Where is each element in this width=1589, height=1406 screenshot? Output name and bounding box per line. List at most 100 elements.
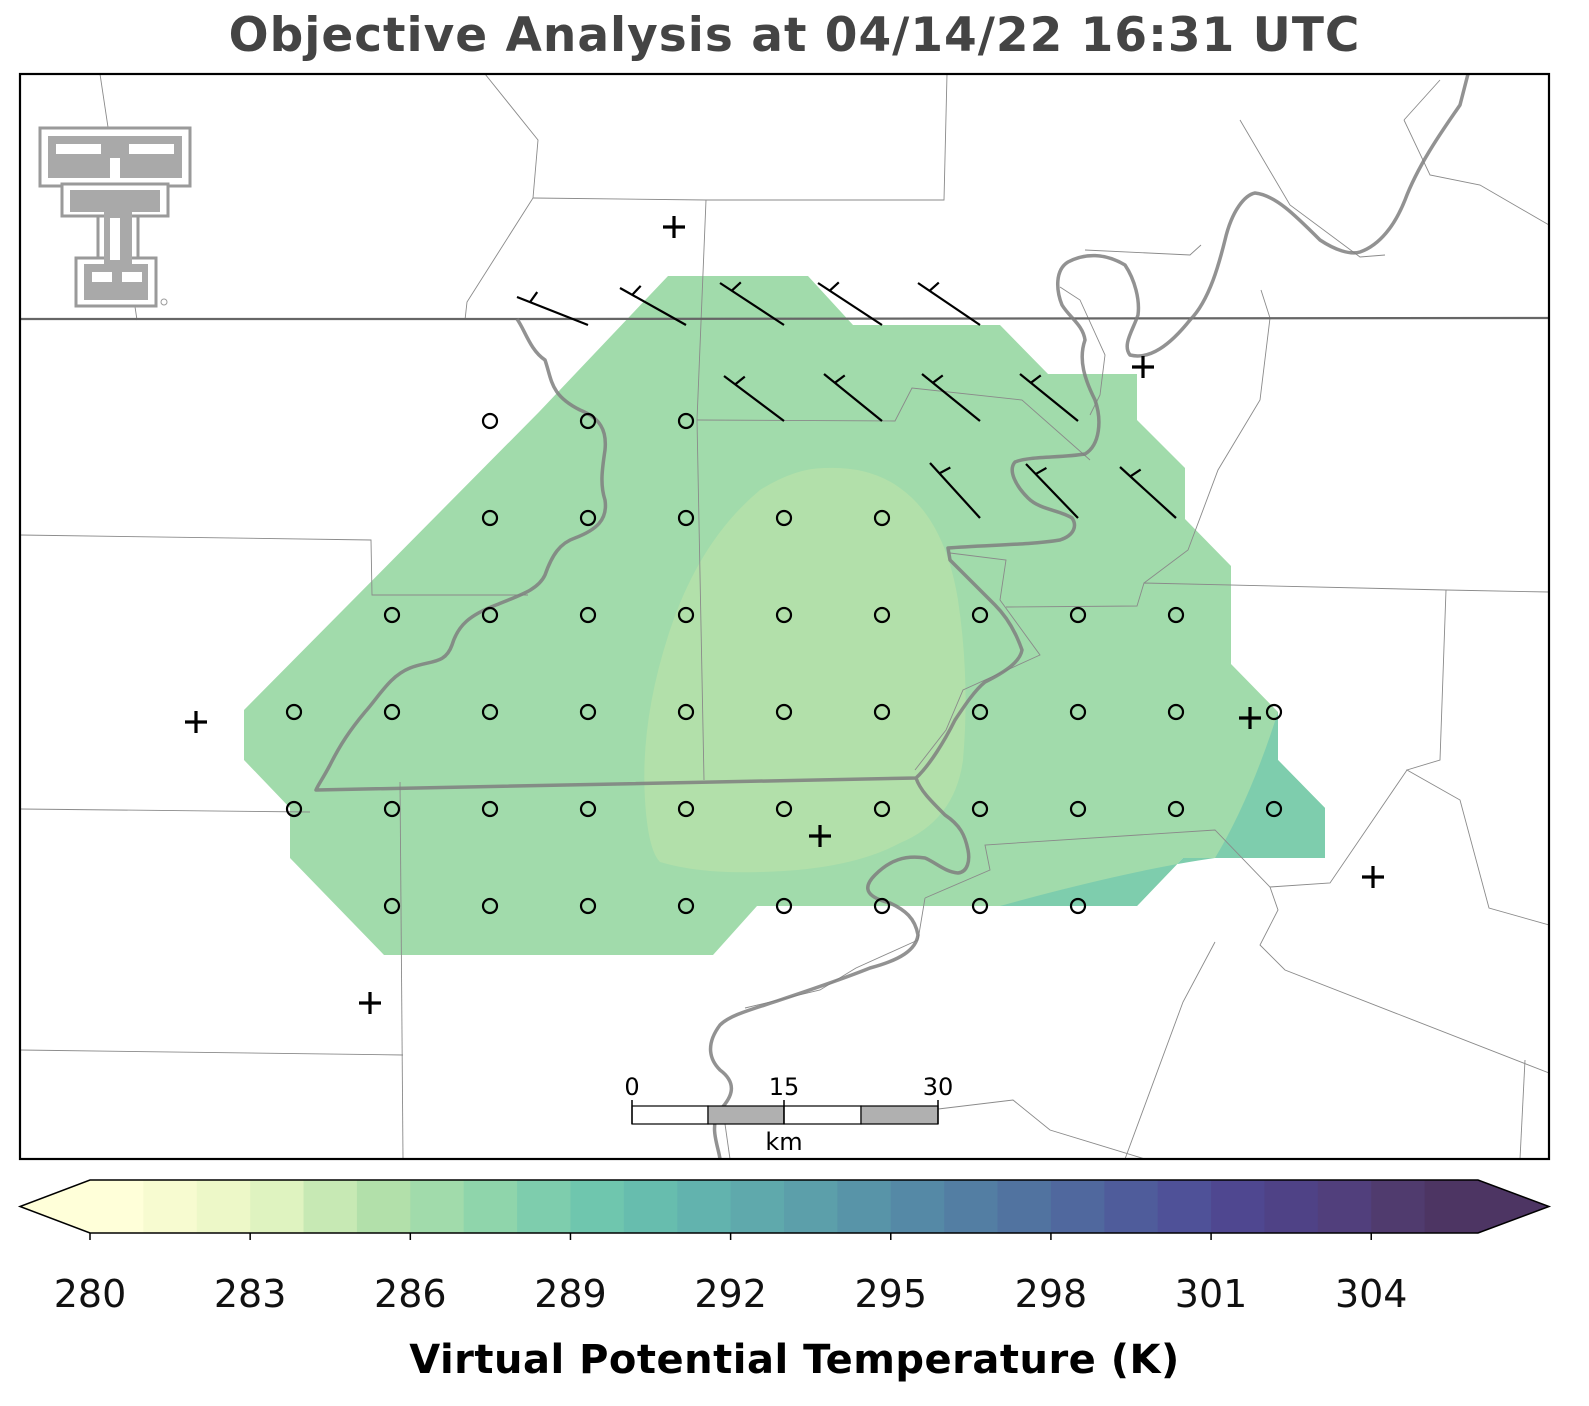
- wind-barb: [929, 462, 981, 519]
- scale-segment: [860, 1105, 939, 1125]
- colorbar-bin: [143, 1180, 198, 1233]
- station-circle: [579, 800, 597, 818]
- colorbar-bin: [410, 1180, 465, 1233]
- colorbar-tick-label: 304: [1334, 1272, 1408, 1316]
- colorbar-tick-label: 289: [534, 1272, 607, 1316]
- wind-barb: [917, 281, 981, 326]
- station-circle: [775, 703, 793, 721]
- scale-unit: km: [765, 1128, 802, 1156]
- wind-barb: [1019, 373, 1079, 422]
- colorbar-tick-label: 280: [53, 1272, 127, 1316]
- station-circle: [285, 800, 303, 818]
- colorbar-bin: [517, 1180, 572, 1233]
- plus-marker: [359, 992, 381, 1014]
- station-circle: [383, 897, 401, 915]
- wind-barb: [619, 285, 687, 326]
- station-circle: [481, 703, 499, 721]
- station-circle: [775, 509, 793, 527]
- colorbar-bin: [463, 1180, 518, 1233]
- scale-bar: 0 15 30 km: [624, 1073, 953, 1156]
- wind-barb: [817, 281, 883, 326]
- colorbar-tick-label: 295: [854, 1272, 928, 1316]
- colorbar-tick-label: 298: [1014, 1272, 1088, 1316]
- wind-barb: [1025, 463, 1079, 519]
- scale-label-15: 15: [769, 1073, 800, 1101]
- scale-segment: [783, 1105, 862, 1125]
- station-circle: [1167, 606, 1185, 624]
- scale-label-0: 0: [624, 1073, 639, 1101]
- colorbar-bin: [677, 1180, 732, 1233]
- colorbar-bin: [570, 1180, 625, 1233]
- colorbar-tick-label: 283: [213, 1272, 287, 1316]
- scale-label-30: 30: [923, 1073, 954, 1101]
- station-circle: [677, 509, 695, 527]
- field-region-core: [644, 467, 966, 873]
- wind-barb: [921, 373, 981, 422]
- plus-markers: [185, 216, 1384, 1014]
- colorbar-bin: [623, 1180, 678, 1233]
- state-boundary: [20, 316, 1549, 321]
- scale-segment: [707, 1105, 785, 1125]
- plus-marker: [1239, 707, 1261, 729]
- station-circle: [579, 703, 597, 721]
- county-boundaries: [20, 74, 1549, 1159]
- plus-marker: [185, 711, 207, 733]
- station-circle: [383, 606, 401, 624]
- wind-barb: [723, 375, 785, 422]
- station-circle: [775, 800, 793, 818]
- station-circle: [579, 897, 597, 915]
- map-frame: [18, 72, 1551, 1161]
- station-circles: [285, 412, 1283, 915]
- colorbar-tick-label: 292: [694, 1272, 767, 1316]
- station-circle: [579, 412, 597, 430]
- colorbar-bin: [250, 1180, 305, 1233]
- colorbar-bin: [890, 1180, 945, 1233]
- station-circle: [971, 897, 989, 915]
- station-circle: [971, 800, 989, 818]
- field-region-southeast: [1000, 712, 1325, 906]
- station-circle: [481, 412, 499, 430]
- station-circle: [1069, 897, 1087, 915]
- colorbar-bin: [1371, 1180, 1426, 1233]
- plus-marker: [1362, 866, 1384, 888]
- colorbar-bin: [303, 1180, 358, 1233]
- river-boundaries: [314, 74, 1470, 1159]
- colorbar-bin: [196, 1180, 251, 1233]
- station-circle: [285, 703, 303, 721]
- station-circle: [873, 703, 891, 721]
- colorbar-bin: [90, 1180, 144, 1233]
- station-circle: [873, 509, 891, 527]
- station-circle: [677, 412, 695, 430]
- colorbar-extend-low: [20, 1180, 90, 1233]
- wind-barb: [823, 373, 883, 422]
- map-title: Objective Analysis at 04/14/22 16:31 UTC: [228, 8, 1361, 63]
- colorbar-tick-label: 301: [1174, 1272, 1248, 1316]
- station-circle: [1069, 800, 1087, 818]
- station-circle: [971, 703, 989, 721]
- station-circle: [873, 800, 891, 818]
- station-circle: [1167, 800, 1185, 818]
- colorbar-label: Virtual Potential Temperature (K): [409, 1337, 1180, 1383]
- station-circle: [481, 606, 499, 624]
- colorbar-bin: [1264, 1180, 1319, 1233]
- colorbar-bin: [997, 1180, 1052, 1233]
- station-circle: [579, 606, 597, 624]
- station-circle: [481, 509, 499, 527]
- station-circle: [1265, 800, 1283, 818]
- colorbar-tick-label: 286: [374, 1272, 447, 1316]
- wind-barbs: [516, 281, 1177, 519]
- station-circle: [1069, 703, 1087, 721]
- plus-marker: [809, 825, 831, 847]
- colorbar: [17, 1179, 1552, 1240]
- plus-marker: [1132, 356, 1154, 378]
- colorbar-bin: [1157, 1180, 1212, 1233]
- station-circle: [775, 897, 793, 915]
- station-circle: [481, 897, 499, 915]
- colorbar-outline: [17, 1179, 1552, 1234]
- colorbar-bin: [730, 1180, 785, 1233]
- colorbar-bin: [1317, 1180, 1372, 1233]
- station-circle: [873, 897, 891, 915]
- texas-tech-double-t-logo: [38, 126, 192, 308]
- station-circle: [677, 800, 695, 818]
